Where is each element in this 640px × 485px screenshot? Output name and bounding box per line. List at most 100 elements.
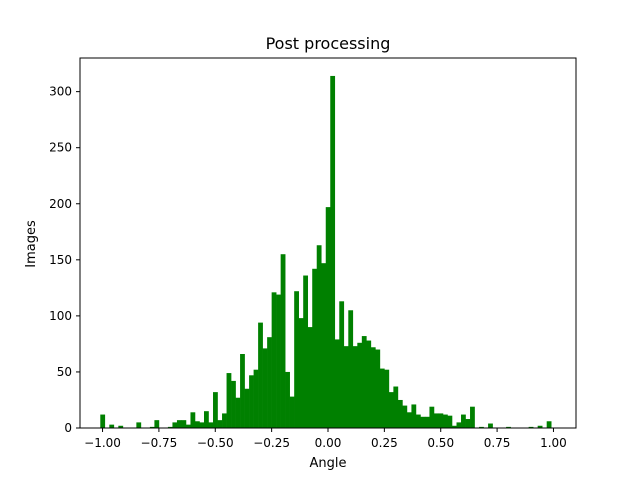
histogram-bar: [190, 412, 196, 428]
histogram-bar: [276, 294, 281, 428]
histogram-bar: [352, 346, 358, 428]
histogram-bar: [361, 336, 367, 428]
histogram-bar: [384, 369, 390, 428]
histogram-bar: [176, 420, 182, 428]
histogram-bar: [406, 412, 412, 428]
x-tick-label: 1.00: [540, 436, 567, 450]
histogram-bar: [109, 424, 115, 428]
x-tick-label: 0.00: [315, 436, 342, 450]
histogram-bar: [217, 420, 223, 428]
plot-frame: [79, 57, 577, 429]
x-axis-label: Angle: [310, 456, 347, 471]
histogram-bar: [528, 426, 534, 428]
x-tick-label: 0.25: [371, 436, 398, 450]
histogram-bar: [181, 420, 187, 428]
histogram-bar: [253, 369, 259, 428]
histogram-bar: [149, 426, 155, 428]
y-tick-label: 100: [49, 309, 72, 323]
histogram-bar: [285, 371, 290, 428]
chart-title: Post processing: [266, 34, 391, 53]
histogram-bar: [185, 424, 191, 428]
histogram-bar: [348, 310, 354, 428]
histogram-bar: [199, 422, 205, 428]
histogram-bar: [100, 414, 106, 428]
histogram-bar: [262, 348, 268, 428]
histogram-bar: [172, 422, 178, 428]
x-tick-label: −0.75: [141, 436, 178, 450]
y-tick-label: 200: [49, 197, 72, 211]
y-tick-label: 150: [49, 253, 72, 267]
histogram-bar: [240, 354, 245, 428]
y-tick-label: 250: [49, 141, 72, 155]
histogram-bar: [456, 422, 462, 428]
histogram-bar: [411, 404, 417, 428]
y-tick-label: 0: [64, 421, 72, 435]
histogram-bar: [438, 413, 444, 428]
y-axis-label: Images: [24, 220, 39, 268]
histogram-bar: [271, 292, 277, 428]
histogram-bar: [447, 415, 453, 428]
histogram-bar: [429, 406, 435, 428]
histogram-bar: [289, 396, 295, 428]
histogram-bar: [379, 368, 385, 428]
histogram-bar: [312, 268, 318, 428]
histogram-bar: [298, 318, 304, 428]
histogram-bar: [479, 426, 484, 428]
histogram-bar: [136, 422, 142, 428]
histogram-bar: [204, 411, 209, 428]
histogram-bar: [370, 347, 376, 428]
x-tick-label: 0.50: [427, 436, 454, 450]
histogram-bar: [397, 399, 403, 428]
histogram-bar: [424, 416, 430, 428]
histogram-bar: [442, 414, 448, 428]
histogram-bar: [231, 380, 236, 428]
histogram-bar: [226, 373, 232, 428]
histogram-bar: [452, 425, 457, 428]
histogram-bar: [415, 414, 421, 428]
x-tick-label: −0.50: [197, 436, 234, 450]
histogram-bar: [339, 301, 345, 428]
histogram-bar: [420, 416, 426, 428]
histogram-bar: [433, 413, 439, 428]
y-tick-label: 50: [57, 365, 72, 379]
x-tick-label: 0.75: [484, 436, 511, 450]
y-ticks-group: 0 50 100 150 200 250 300: [49, 85, 80, 435]
histogram-bar: [488, 423, 493, 428]
x-tick-label: −1.00: [84, 436, 121, 450]
histogram-bar: [118, 425, 124, 428]
x-tick-label: −0.25: [253, 436, 290, 450]
histogram-bar: [280, 254, 286, 428]
histogram-bar: [375, 349, 381, 428]
histogram-bar: [249, 375, 254, 428]
histogram-bar: [267, 337, 272, 428]
histogram-bar: [194, 421, 200, 428]
histogram-bar: [330, 75, 336, 428]
histogram-bar: [366, 340, 372, 428]
histogram-bar: [258, 322, 263, 428]
y-tick-label: 300: [49, 85, 72, 99]
x-ticks-group: −1.00 −0.75 −0.50 −0.25 0.00 0.25 0.50 0.75 1.00: [84, 428, 567, 450]
histogram-bar: [465, 419, 471, 428]
histogram-bar: [461, 414, 466, 428]
histogram-bar: [307, 327, 313, 428]
histogram-bar: [294, 291, 299, 428]
histogram-bar: [154, 420, 160, 428]
histogram-bar: [303, 275, 309, 428]
histogram-bar: [316, 245, 322, 428]
histogram-bar: [388, 392, 394, 428]
histogram-bar: [321, 263, 327, 428]
histogram-bar: [167, 426, 173, 428]
bars-group: [100, 75, 552, 428]
histogram-bar: [357, 342, 363, 428]
histogram-bar: [470, 406, 475, 428]
histogram-bar: [325, 207, 331, 428]
histogram-bar: [208, 422, 214, 428]
histogram-bar: [343, 346, 349, 428]
histogram-bar: [222, 413, 227, 428]
histogram-bar: [537, 425, 543, 428]
histogram-bar: [235, 397, 241, 428]
histogram-bar: [546, 421, 552, 428]
histogram-bar: [334, 339, 340, 428]
